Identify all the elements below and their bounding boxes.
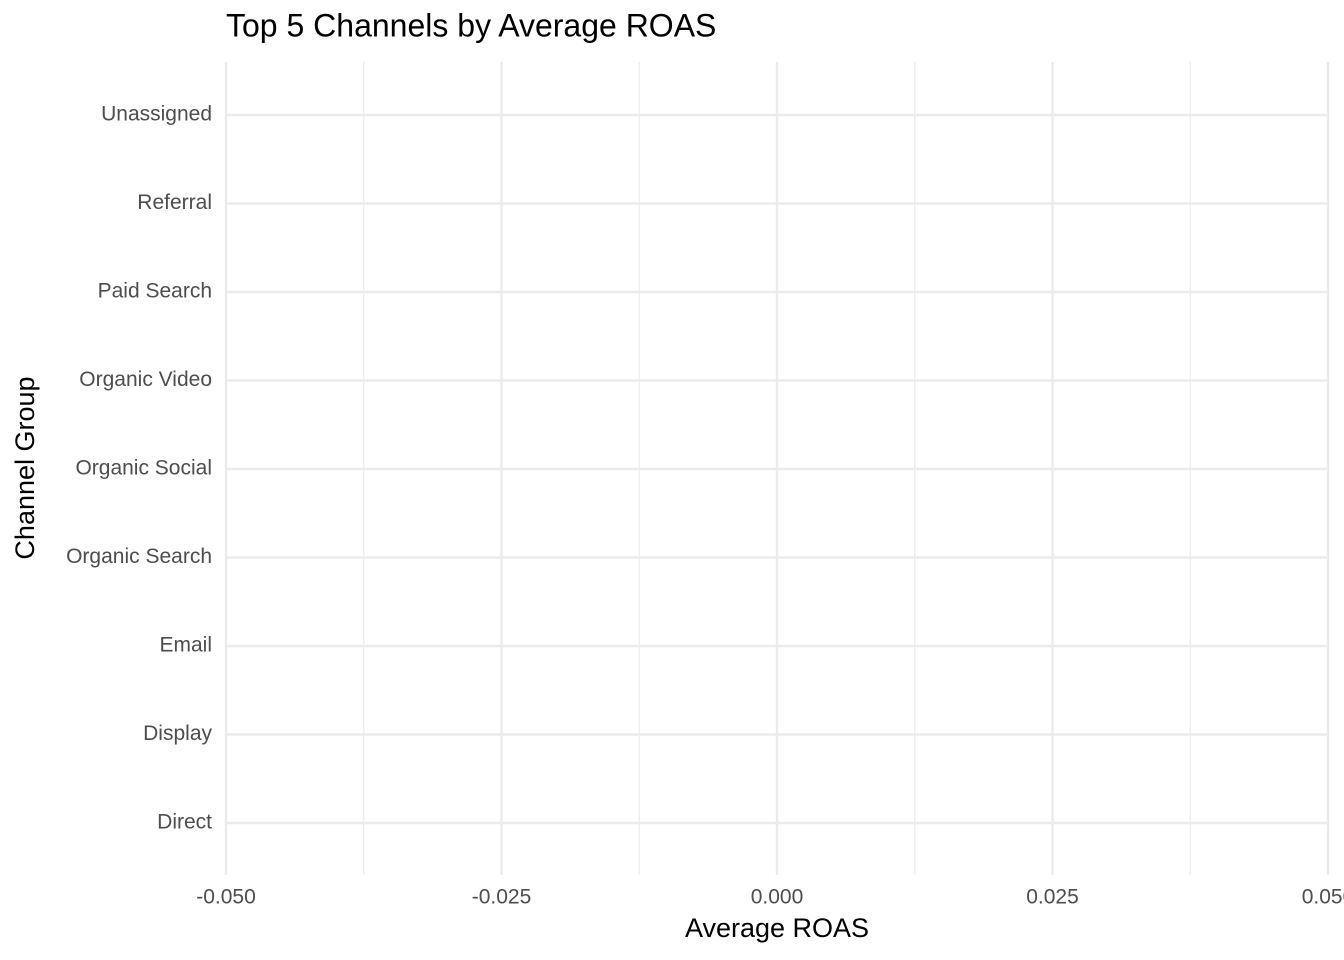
y-axis-title: Channel Group xyxy=(10,376,40,559)
y-tick-label: Direct xyxy=(157,811,212,834)
x-tick-label: -0.050 xyxy=(196,886,256,909)
y-tick-label: Email xyxy=(159,634,212,657)
x-tick-label: -0.025 xyxy=(472,886,532,909)
y-tick-label: Unassigned xyxy=(101,103,212,126)
y-tick-label: Organic Social xyxy=(75,457,212,480)
y-tick-label: Referral xyxy=(137,191,212,214)
y-tick-label: Display xyxy=(143,722,212,745)
chart-title: Top 5 Channels by Average ROAS xyxy=(226,7,716,43)
y-tick-label: Organic Search xyxy=(66,545,212,568)
x-tick-label: 0.050 xyxy=(1302,886,1344,909)
y-tick-label: Organic Video xyxy=(79,368,212,391)
x-axis-title: Average ROAS xyxy=(685,913,869,943)
y-tick-label: Paid Search xyxy=(98,280,212,303)
x-tick-label: 0.025 xyxy=(1026,886,1079,909)
x-tick-label: 0.000 xyxy=(751,886,804,909)
